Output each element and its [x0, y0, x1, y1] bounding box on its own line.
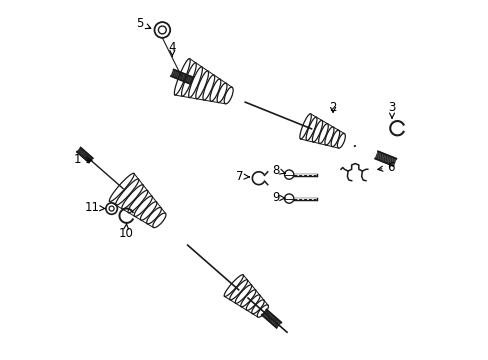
Text: 2: 2 [328, 102, 336, 114]
Text: 4: 4 [168, 41, 176, 57]
Text: 9: 9 [271, 192, 285, 204]
Text: 11: 11 [84, 201, 105, 214]
Text: 8: 8 [272, 164, 285, 177]
Text: 5: 5 [136, 17, 150, 30]
Circle shape [284, 194, 293, 203]
Text: 1: 1 [73, 153, 92, 166]
Text: 7: 7 [236, 170, 249, 183]
Circle shape [284, 170, 293, 179]
Text: 6: 6 [377, 161, 394, 174]
Text: 10: 10 [118, 224, 133, 240]
Text: 3: 3 [387, 102, 395, 118]
